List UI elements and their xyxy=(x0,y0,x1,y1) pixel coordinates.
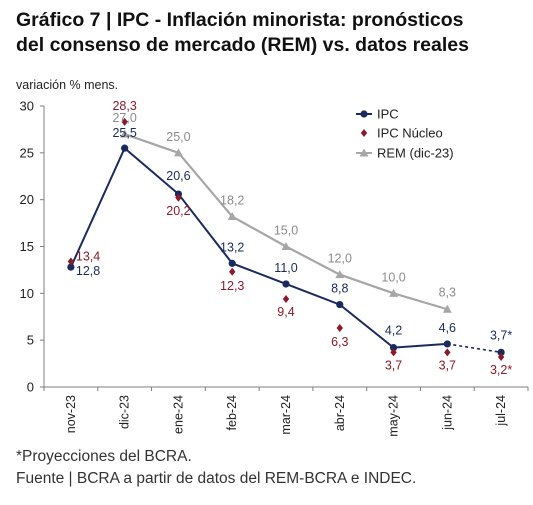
legend-rem-marker xyxy=(359,148,369,157)
ipc-data-label: 13,2 xyxy=(220,240,244,254)
ipc-nucleo-point xyxy=(497,353,505,362)
ipc-data-label: 11,0 xyxy=(274,261,297,275)
ipc-data-label: 25,5 xyxy=(112,126,136,140)
ipc-nucleo-point xyxy=(336,323,343,332)
ipc-data-label: 20,6 xyxy=(166,169,190,183)
footnote: *Proyecciones del BCRA. xyxy=(16,448,192,465)
rem-point xyxy=(442,304,452,313)
rem-data-label: 15,0 xyxy=(274,224,298,238)
rem-data-label: 25,0 xyxy=(166,130,190,144)
line-chart: 0 5 10 15 20 25 30 nov-23 dic-23 ene-24 feb-24 mar-… xyxy=(20,99,529,437)
ipc-nucleo-point xyxy=(282,294,290,303)
legend-ipc-nucleo-marker xyxy=(360,129,368,137)
x-tick-label: dic-23 xyxy=(118,395,132,429)
ipc-data-label: 4,6 xyxy=(439,321,456,335)
ipc-nucleo-point xyxy=(175,193,182,202)
y-tick-label: 20 xyxy=(20,192,34,207)
source-note: Fuente | BCRA a partir de datos del REM-… xyxy=(16,470,417,487)
chart-title-line-1: Gráfico 7 | IPC - Inflación minorista: p… xyxy=(16,9,464,31)
chart-title: Gráfico 7 | IPC - Inflación minorista: p… xyxy=(16,8,526,58)
legend-ipc-label: IPC xyxy=(377,107,399,122)
rem-data-label: 8,3 xyxy=(439,285,456,299)
rem-point xyxy=(389,288,399,297)
ipc-point xyxy=(389,344,398,352)
ipc-nucleo-data-label: 12,3 xyxy=(220,279,244,293)
x-tick-label: nov-23 xyxy=(64,395,78,433)
ipc-data-label: 3,7* xyxy=(490,328,512,342)
rem-data-label: 12,0 xyxy=(328,252,352,266)
ipc-point xyxy=(228,259,236,267)
rem-data-label: 18,2 xyxy=(220,194,244,208)
y-tick-label: 30 xyxy=(20,99,34,114)
rem-point xyxy=(227,212,237,221)
ipc-point xyxy=(282,280,290,288)
ipc-nucleo-data-label: 13,4 xyxy=(76,249,100,263)
y-tick-label: 10 xyxy=(20,286,34,301)
ipc-nucleo-point xyxy=(229,267,236,276)
chart-title-line-2: del consenso de mercado (REM) vs. datos … xyxy=(16,34,469,56)
ipc-nucleo-data-label: 3,7 xyxy=(439,358,456,372)
rem-data-label: 10,0 xyxy=(381,270,405,284)
x-tick-label: abr-24 xyxy=(333,395,347,431)
rem-data-label: 27,0 xyxy=(112,111,136,125)
ipc-data-label: 8,8 xyxy=(331,282,348,296)
rem-point xyxy=(120,129,130,138)
y-tick-label: 5 xyxy=(27,333,34,348)
rem-point xyxy=(335,270,345,279)
x-tick-label: feb-24 xyxy=(225,395,239,430)
ipc-nucleo-data-label: 3,7 xyxy=(385,358,402,372)
ipc-data-label: 4,2 xyxy=(385,324,402,338)
ipc-nucleo-point xyxy=(67,257,75,266)
rem-point xyxy=(281,242,291,250)
y-axis-unit-label: variación % mens. xyxy=(16,78,119,92)
rem-point xyxy=(173,148,183,157)
legend-rem-label: REM (dic-23) xyxy=(377,146,454,161)
ipc-series-line xyxy=(69,146,448,349)
ipc-nucleo-data-label: 3,2* xyxy=(490,363,512,377)
ipc-nucleo-data-label: 9,4 xyxy=(277,305,294,319)
ipc-nucleo-point xyxy=(390,348,397,357)
ipc-nucleo-data-label: 20,2 xyxy=(166,204,190,218)
legend-ipc-marker xyxy=(360,110,368,118)
x-tick-label: ene-24 xyxy=(171,395,185,434)
y-tick-label: 15 xyxy=(20,239,34,254)
footer: *Proyecciones del BCRA. Fuente | BCRA a … xyxy=(16,446,416,490)
y-tick-label: 0 xyxy=(27,380,34,395)
x-tick-label: mar-24 xyxy=(279,395,293,435)
ipc-point xyxy=(443,340,451,348)
legend-ipc-nucleo-label: IPC Núcleo xyxy=(377,126,443,141)
ipc-data-label: 12,8 xyxy=(76,264,100,278)
x-tick-label: jun-24 xyxy=(440,395,454,431)
ipc-nucleo-data-label: 28,3 xyxy=(112,99,136,113)
x-tick-label: may-24 xyxy=(387,395,401,437)
ipc-point xyxy=(67,263,75,271)
ipc-point xyxy=(121,144,129,152)
ipc-nucleo-data-label: 6,3 xyxy=(331,335,348,349)
ipc-point xyxy=(497,348,505,356)
y-tick-label: 25 xyxy=(20,145,34,160)
ipc-nucleo-point xyxy=(444,348,451,357)
x-tick-label: jul-24 xyxy=(494,395,508,427)
ipc-projection-line xyxy=(447,343,502,354)
ipc-nucleo-point xyxy=(121,117,128,126)
ipc-point xyxy=(336,300,344,309)
